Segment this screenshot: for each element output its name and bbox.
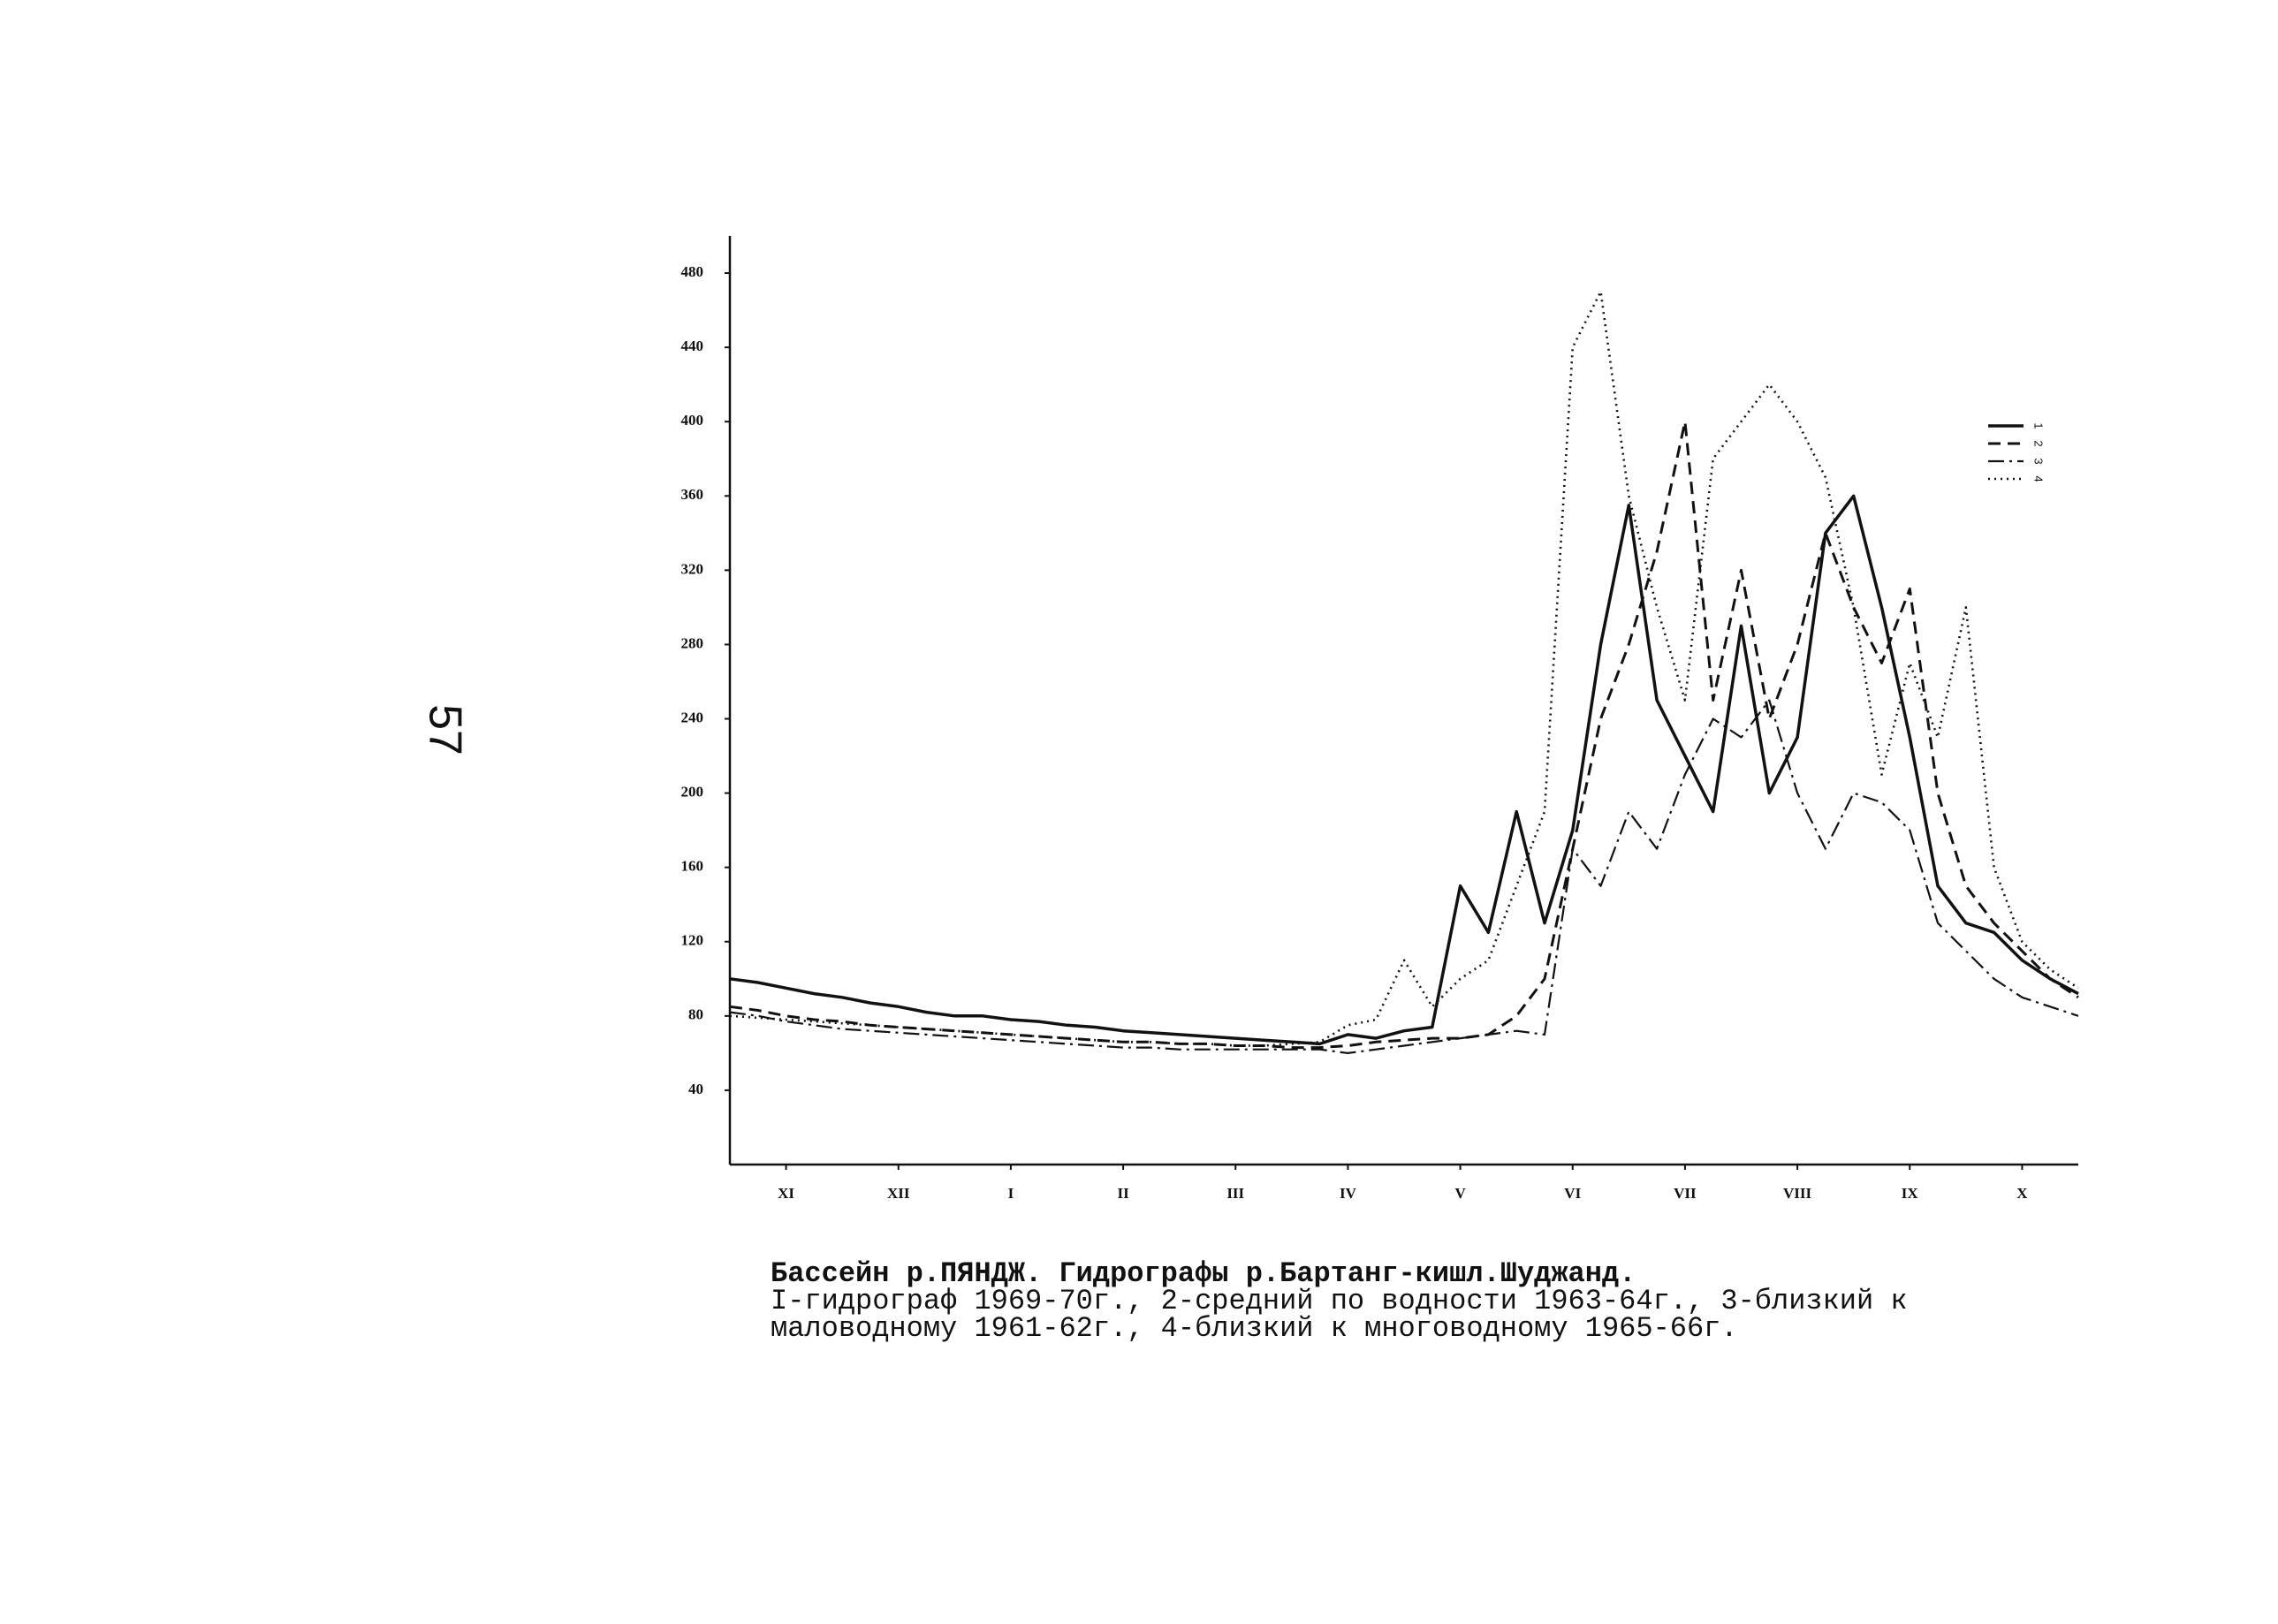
- caption-line: маловодному 1961-62г., 4-близкий к много…: [771, 1312, 1738, 1345]
- x-tick-label: VII: [1674, 1185, 1697, 1202]
- x-tick-label: XII: [887, 1185, 910, 1202]
- x-tick-label: VI: [1564, 1185, 1581, 1202]
- caption-line: I-гидрограф 1969-70г., 2-средний по водн…: [771, 1285, 1908, 1317]
- series-line: [729, 420, 2079, 1050]
- legend-label: 1: [2032, 422, 2046, 429]
- y-tick-label: 320: [681, 560, 704, 577]
- x-tick-label: II: [1117, 1185, 1129, 1202]
- series-line: [729, 699, 2079, 1054]
- legend-label: 4: [2032, 475, 2046, 482]
- y-tick-label: 120: [681, 932, 704, 949]
- y-tick-label: 160: [681, 858, 704, 875]
- x-tick-label: IX: [1902, 1185, 1919, 1202]
- x-tick-label: VIII: [1783, 1185, 1812, 1202]
- y-tick-label: 240: [681, 709, 704, 725]
- y-tick-label: 200: [681, 784, 704, 801]
- x-tick-label: XI: [778, 1185, 794, 1202]
- page-number: 57: [419, 704, 470, 755]
- caption-line: Бассейн р.ПЯНДЖ. Гидрографы р.Бартанг-ки…: [771, 1257, 1636, 1290]
- x-tick-label: V: [1454, 1185, 1466, 1202]
- y-tick-label: 280: [681, 634, 704, 651]
- series-line: [729, 290, 2079, 1047]
- legend-label: 2: [2032, 440, 2046, 446]
- x-tick-label: III: [1226, 1185, 1244, 1202]
- y-tick-label: 360: [681, 486, 704, 503]
- y-tick-label: 440: [681, 338, 704, 354]
- y-tick-label: 80: [688, 1006, 703, 1023]
- series-line: [729, 494, 2079, 1046]
- x-tick-label: IV: [1340, 1185, 1357, 1202]
- y-tick-label: 480: [681, 263, 704, 280]
- y-tick-label: 40: [688, 1081, 703, 1097]
- x-tick-label: X: [2016, 1185, 2028, 1202]
- legend-label: 3: [2032, 458, 2046, 464]
- y-tick-label: 400: [681, 412, 704, 429]
- x-tick-label: I: [1008, 1185, 1014, 1202]
